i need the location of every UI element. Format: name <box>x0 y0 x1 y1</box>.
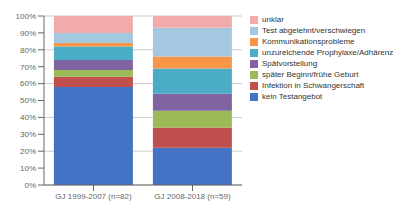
svg-text:70%: 70% <box>20 63 36 72</box>
svg-text:80%: 80% <box>20 46 36 55</box>
svg-text:90%: 90% <box>20 29 36 38</box>
html-text:kein Testangebot: kein Testangebot <box>262 92 323 101</box>
svg-text:50%: 50% <box>20 96 36 105</box>
svg-text:0%: 0% <box>24 181 36 190</box>
html-text:Spätvorstellung: Spätvorstellung <box>262 59 318 68</box>
svg-text:100%: 100% <box>16 12 36 21</box>
html-text:Kommunikationsprobleme: Kommunikationsprobleme <box>262 37 355 46</box>
html-text:Test abgelehnt/verschwiegen: Test abgelehnt/verschwiegen <box>262 26 366 35</box>
html-text:Infektion in Schwangerschaft: Infektion in Schwangerschaft <box>262 81 365 90</box>
html-text:unklar: unklar <box>262 15 284 24</box>
svg-text:30%: 30% <box>20 130 36 139</box>
svg-text:10%: 10% <box>20 164 36 173</box>
html-text:unzureichende Prophylaxe/Adhär: unzureichende Prophylaxe/Adhärenz <box>262 48 394 57</box>
svg-text:GJ 1999-2007 (n=82): GJ 1999-2007 (n=82) <box>55 192 132 201</box>
svg-text:GJ 2008-2018 (n=59): GJ 2008-2018 (n=59) <box>154 192 231 201</box>
svg-text:40%: 40% <box>20 113 36 122</box>
svg-text:20%: 20% <box>20 147 36 156</box>
html-text:später Beginn/frühe Geburt: später Beginn/frühe Geburt <box>262 70 359 79</box>
svg-text:60%: 60% <box>20 79 36 88</box>
